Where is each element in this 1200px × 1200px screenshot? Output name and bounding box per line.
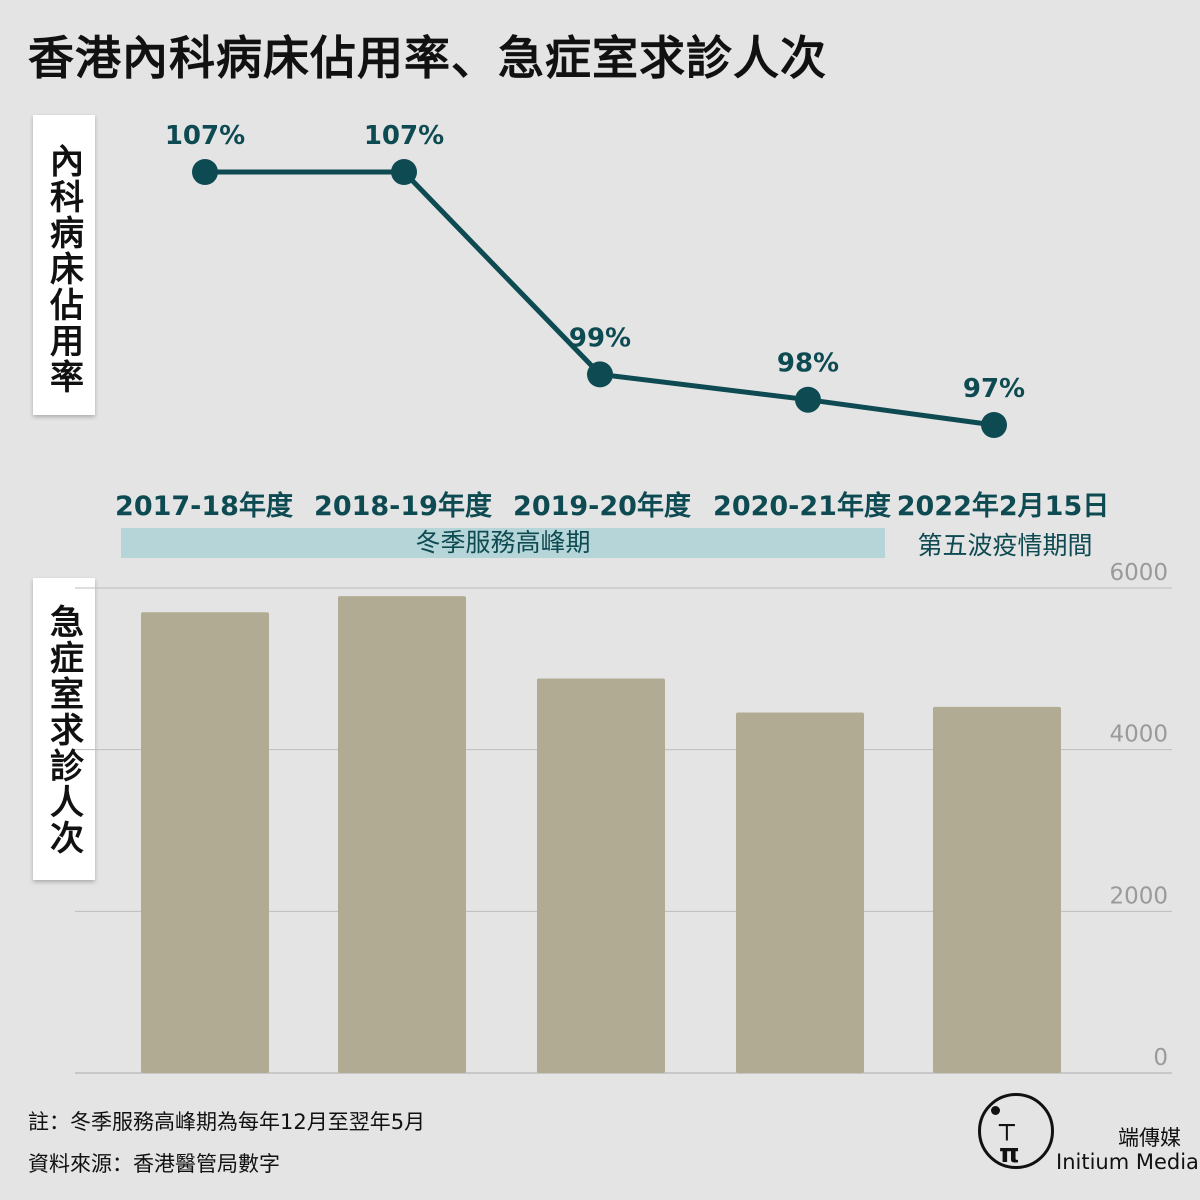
y-tick-label: 2000 — [1109, 883, 1168, 909]
ae-visits-bar — [537, 678, 665, 1073]
logo-glyph-icon: ┬ π — [999, 1111, 1020, 1169]
brand-name-english: Initium Media — [1056, 1150, 1199, 1174]
footnote-note: 註：冬季服務高峰期為每年12月至翌年5月 — [28, 1110, 426, 1134]
ae-visits-axis-label-box: 急症室求診人次 — [33, 578, 95, 880]
ae-visits-bar — [736, 712, 864, 1073]
occupancy-point — [795, 386, 821, 413]
occupancy-axis-label-box: 內科病床佔用率 — [33, 115, 95, 415]
occupancy-line-chart: 107% 107% 99% 98% 97% — [165, 121, 1025, 438]
footnote-source: 資料來源：香港醫管局數字 — [28, 1152, 280, 1176]
occupancy-data-label: 98% — [777, 349, 839, 379]
occupancy-point — [391, 159, 417, 185]
occupancy-data-label: 99% — [569, 323, 631, 353]
occupancy-data-label: 107% — [165, 121, 245, 151]
ae-visits-bar-chart: 0 2000 4000 6000 — [75, 560, 1172, 1074]
logo-dot-icon — [991, 1106, 1000, 1115]
period-label-2019-20: 2019-20年度 — [513, 491, 691, 522]
occupancy-data-label: 107% — [364, 121, 444, 151]
ae-visits-axis-label: 急症室求診人次 — [43, 604, 84, 856]
occupancy-point — [587, 361, 613, 388]
y-tick-label: 0 — [1153, 1045, 1168, 1071]
y-tick-label: 6000 — [1109, 560, 1168, 586]
ae-visits-bar — [933, 706, 1061, 1073]
fifth-wave-label: 第五波疫情期間 — [917, 531, 1093, 560]
winter-peak-band: 冬季服務高峰期 — [121, 528, 885, 558]
occupancy-axis-label: 內科病床佔用率 — [43, 143, 84, 395]
period-label-2018-19: 2018-19年度 — [314, 491, 492, 522]
chart-title: 香港內科病床佔用率、急症室求診人次 — [28, 31, 827, 85]
period-label-2017-18: 2017-18年度 — [115, 491, 293, 522]
y-tick-label: 4000 — [1109, 722, 1168, 748]
period-label-2022-feb-15: 2022年2月15日 — [896, 491, 1110, 522]
ae-visits-bar — [338, 596, 466, 1073]
occupancy-data-label: 97% — [963, 374, 1025, 404]
initium-logo: ┬ π — [978, 1093, 1054, 1169]
occupancy-point — [981, 412, 1007, 438]
occupancy-point — [192, 159, 218, 185]
brand-name-chinese: 端傳媒 — [1118, 1126, 1181, 1150]
ae-visits-bar — [141, 612, 269, 1073]
period-label-2020-21: 2020-21年度 — [713, 491, 891, 522]
